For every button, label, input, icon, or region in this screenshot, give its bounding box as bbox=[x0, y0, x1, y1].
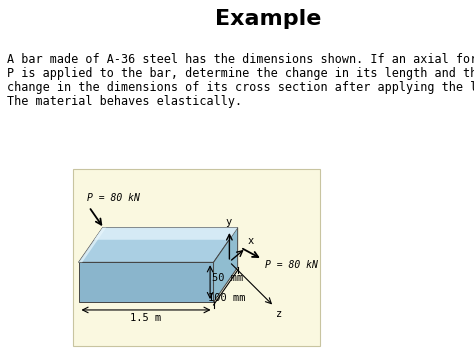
Text: 1.5 m: 1.5 m bbox=[130, 313, 162, 323]
Polygon shape bbox=[94, 228, 237, 240]
Text: z: z bbox=[276, 310, 283, 320]
Text: P = 80 kN: P = 80 kN bbox=[264, 260, 318, 271]
Text: y: y bbox=[226, 217, 232, 227]
Polygon shape bbox=[214, 228, 237, 302]
Polygon shape bbox=[79, 262, 214, 302]
Polygon shape bbox=[79, 228, 106, 262]
Text: x: x bbox=[248, 236, 254, 246]
Text: 50 mm: 50 mm bbox=[212, 273, 244, 283]
Text: Example: Example bbox=[215, 9, 321, 29]
Text: P = 80 kN: P = 80 kN bbox=[88, 193, 140, 203]
Bar bbox=[73, 169, 319, 346]
Polygon shape bbox=[79, 228, 237, 262]
Text: change in the dimensions of its cross section after applying the load.: change in the dimensions of its cross se… bbox=[7, 81, 474, 94]
Text: 100 mm: 100 mm bbox=[208, 293, 246, 302]
Text: P is applied to the bar, determine the change in its length and the: P is applied to the bar, determine the c… bbox=[7, 67, 474, 80]
Text: The material behaves elastically.: The material behaves elastically. bbox=[7, 95, 242, 108]
Text: A bar made of A-36 steel has the dimensions shown. If an axial force of: A bar made of A-36 steel has the dimensi… bbox=[7, 53, 474, 66]
